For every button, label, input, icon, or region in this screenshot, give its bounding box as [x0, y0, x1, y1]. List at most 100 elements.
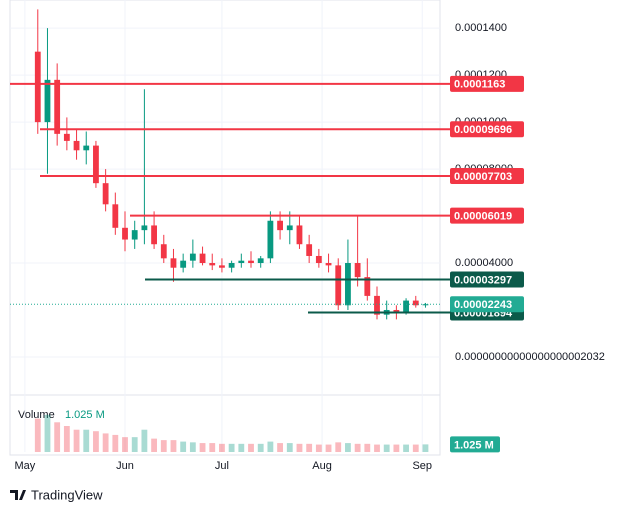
x-tick-label: May [14, 460, 35, 472]
x-tick-label: Jul [215, 460, 229, 472]
volume-bar [267, 441, 274, 452]
level-label: 0.00007703 [454, 171, 512, 183]
volume-bar [238, 443, 245, 452]
level-label: 0.0001163 [454, 79, 505, 91]
candle-body [189, 253, 196, 261]
candle-body [170, 258, 177, 268]
volume-bar [422, 444, 429, 452]
volume-bar [277, 443, 283, 452]
candle-body [151, 225, 157, 245]
volume-badge [450, 436, 500, 453]
volume-bar [345, 443, 351, 452]
pane-border [9, 0, 441, 456]
candle-body [160, 244, 167, 259]
volume-bar [83, 429, 90, 452]
candle-body [403, 300, 409, 313]
candle-body [286, 225, 293, 231]
candle-body [219, 265, 225, 268]
volume-bar [325, 444, 332, 452]
level-badge [450, 207, 524, 224]
volume-bar [306, 443, 313, 452]
volume-bar [403, 444, 409, 452]
volume-bar [44, 414, 51, 452]
volume-bar [219, 443, 225, 452]
candle-body [238, 260, 245, 264]
candle-body [83, 145, 90, 151]
volume-bar [228, 443, 235, 452]
level-label: 0.00009696 [454, 124, 512, 136]
candle-body [354, 263, 361, 278]
last-price-label: 0.00002243 [454, 299, 512, 311]
volume-badge-label: 1.025 M [454, 439, 494, 451]
y-tick-label: 0.00000000000000000002032 [455, 351, 605, 363]
volume-bar [257, 443, 264, 452]
volume-bar [364, 443, 371, 452]
volume-bar [209, 443, 216, 452]
level-label: 0.00006019 [454, 211, 512, 223]
volume-bar [180, 441, 187, 452]
volume-bar [248, 443, 254, 452]
volume-bar [112, 434, 119, 452]
branding: TradingView [31, 487, 103, 502]
candle-body [345, 263, 351, 306]
volume-bar [199, 443, 206, 452]
volume-bar [296, 443, 303, 452]
candle-body [412, 300, 419, 306]
candle-body [73, 140, 80, 151]
candle-body [335, 265, 342, 306]
candle-body [315, 255, 322, 264]
candle-body [34, 51, 41, 123]
candle-body [112, 204, 119, 228]
logo: TradingView [10, 487, 103, 502]
candle-body [248, 260, 254, 264]
candle-body [306, 244, 313, 256]
candle-body [44, 79, 51, 123]
candle-body [277, 220, 283, 231]
y-tick-label: 0.0001400 [455, 22, 507, 34]
candle-body [54, 79, 61, 134]
level-badge [450, 271, 524, 288]
volume-bar [374, 444, 380, 452]
candle-body [422, 304, 429, 306]
level-badge [450, 121, 524, 138]
candle-body [63, 133, 70, 141]
volume-bar [354, 443, 361, 452]
volume-bar [393, 444, 400, 452]
candle-body [131, 230, 138, 240]
level-label: 0.00003297 [454, 274, 512, 286]
candle-body [122, 227, 128, 240]
candle-body [267, 220, 274, 259]
candle-body [141, 225, 148, 231]
candle-body [93, 145, 99, 184]
y-tick-label: 0.00004000 [455, 257, 513, 269]
volume-bar [170, 440, 177, 452]
volume-bar [151, 438, 157, 452]
volume-bar [412, 444, 419, 452]
volume-bar [102, 433, 109, 452]
candle-body [180, 260, 187, 268]
volume-bar [383, 444, 390, 452]
candle-body [199, 253, 206, 264]
volume-label: Volume [18, 409, 55, 421]
candle-body [364, 277, 371, 296]
candle-body [393, 309, 400, 313]
x-tick-label: Sep [412, 460, 432, 472]
candle-body [296, 225, 303, 245]
volume-bar [189, 442, 196, 452]
candle-body [102, 183, 109, 205]
volume-bar [122, 437, 128, 452]
volume-value: 1.025 M [65, 409, 105, 421]
candle-body [374, 295, 380, 315]
candle-body [228, 263, 235, 268]
candle-body [209, 263, 216, 266]
candle-body [325, 263, 332, 266]
volume-bar [63, 426, 70, 452]
volume-bar [141, 429, 148, 452]
last-price-badge [450, 296, 524, 313]
volume-bar [315, 444, 322, 452]
x-tick-label: Jun [116, 460, 134, 472]
volume-bar [160, 440, 167, 452]
volume-bar [34, 418, 41, 452]
level-badge [450, 75, 524, 92]
